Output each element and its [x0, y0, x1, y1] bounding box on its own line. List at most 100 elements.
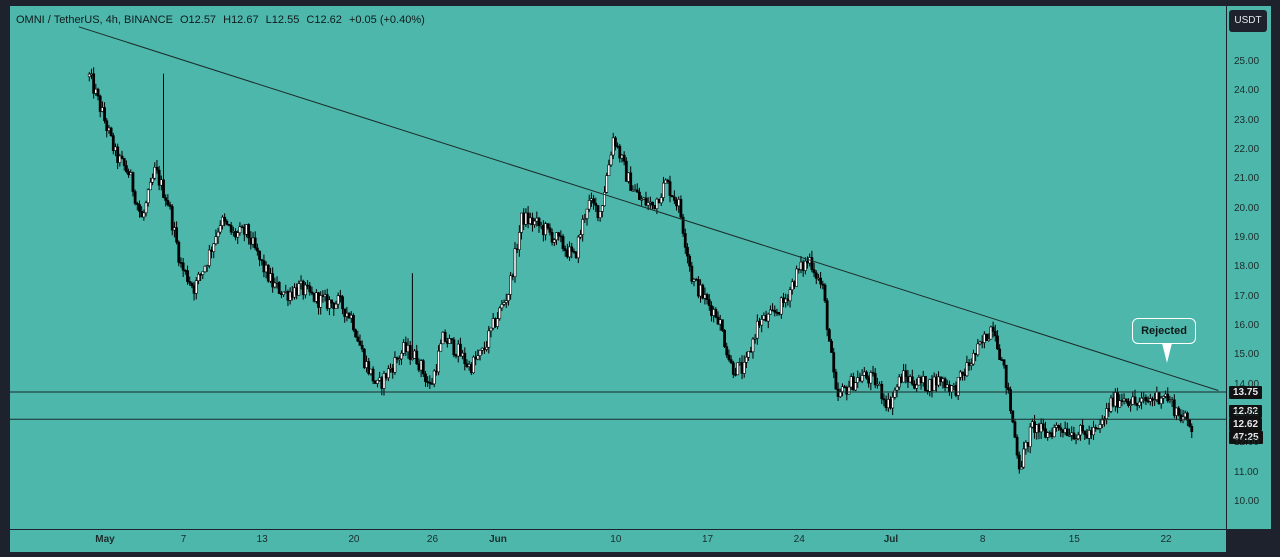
candle-up: [197, 273, 200, 282]
candle-up: [1052, 427, 1056, 438]
candle-up: [1164, 393, 1167, 397]
x-tick-label: 10: [610, 534, 622, 545]
candle-up: [631, 189, 635, 192]
candle-up: [293, 287, 296, 298]
candle-down: [985, 333, 988, 341]
candle-down: [430, 383, 434, 385]
candle-down: [155, 166, 159, 171]
candle-up: [703, 294, 707, 299]
candle-up: [965, 362, 969, 377]
candle-down: [330, 299, 334, 304]
candle-up: [932, 376, 936, 391]
candle-down: [135, 203, 139, 205]
candle-down: [701, 284, 705, 299]
candle-up: [605, 175, 609, 193]
candle-up: [976, 343, 980, 356]
candle-down: [624, 160, 628, 182]
candle-up: [90, 73, 93, 76]
candle-down: [565, 250, 569, 258]
candle-down: [592, 198, 595, 204]
candle-up: [282, 291, 285, 295]
candle-down: [1172, 399, 1176, 416]
candle-down: [913, 383, 916, 389]
legend-low: L12.55: [265, 14, 300, 26]
candle-up: [349, 314, 353, 319]
candle-down: [186, 270, 189, 282]
candle-down: [681, 216, 685, 234]
candle-up: [956, 377, 960, 396]
candle-up: [1140, 397, 1143, 403]
candle-up: [216, 231, 220, 238]
candle-down: [1059, 427, 1063, 431]
candle-down: [1006, 387, 1010, 390]
candle-down: [716, 316, 720, 325]
candle-down: [1037, 424, 1041, 433]
chart-plot-group: [10, 26, 1226, 474]
candle-up: [496, 318, 499, 327]
candle-down: [657, 198, 661, 204]
candle-up: [275, 281, 279, 284]
candle-up: [620, 154, 624, 159]
candle-down: [452, 339, 456, 356]
candle-down: [686, 246, 689, 257]
candle-up: [218, 225, 222, 233]
y-tick-label: 25.00: [1234, 56, 1260, 67]
candle-down: [563, 248, 567, 251]
candle-down: [812, 269, 816, 274]
time-scale[interactable]: [10, 529, 1226, 552]
candle-down: [961, 371, 964, 375]
candle-down: [426, 381, 430, 383]
candle-up: [456, 343, 460, 357]
candle-down: [638, 191, 641, 200]
candle-up: [1092, 427, 1095, 436]
candle-up: [982, 333, 986, 343]
candle-up: [987, 338, 991, 341]
candle-down: [782, 297, 785, 303]
candle-down: [1057, 425, 1060, 429]
candle-down: [450, 338, 454, 340]
candle-down: [904, 370, 908, 377]
candle-down: [930, 379, 934, 391]
candle-down: [882, 398, 886, 401]
candle-up: [461, 352, 464, 357]
candle-down: [308, 285, 312, 293]
currency-button[interactable]: USDT: [1229, 10, 1267, 32]
candle-down: [651, 201, 654, 206]
candle-up: [221, 216, 224, 226]
candle-down: [391, 367, 395, 373]
candle-down: [483, 347, 486, 350]
candle-up: [1183, 412, 1187, 418]
candle-down: [924, 376, 927, 392]
candle-up: [533, 220, 537, 225]
candle-down: [103, 107, 106, 122]
candle-down: [356, 336, 360, 342]
candle-up: [766, 313, 770, 322]
candle-up: [231, 231, 235, 233]
candle-down: [727, 354, 731, 360]
candle-down: [906, 376, 910, 383]
candle-down: [465, 363, 469, 367]
candle-up: [989, 326, 993, 340]
candle-down: [865, 371, 868, 379]
candle-up: [288, 291, 292, 301]
candle-up: [633, 189, 637, 192]
candle-up: [334, 303, 338, 309]
candle-up: [1046, 432, 1050, 438]
candle-down: [1133, 396, 1137, 404]
candle-down: [775, 311, 779, 314]
candle-up: [902, 370, 905, 383]
candle-up: [1131, 396, 1135, 405]
candle-up: [273, 282, 277, 288]
candle-up: [600, 205, 604, 212]
candle-up: [1113, 392, 1117, 407]
candle-down: [181, 262, 185, 271]
candle-down: [825, 300, 829, 330]
candle-down: [384, 373, 388, 379]
candle-up: [779, 297, 783, 315]
candle-up: [173, 227, 176, 231]
candle-down: [463, 352, 467, 365]
candle-up: [950, 385, 954, 393]
candle-down: [1124, 398, 1128, 402]
candle-down: [688, 255, 692, 267]
